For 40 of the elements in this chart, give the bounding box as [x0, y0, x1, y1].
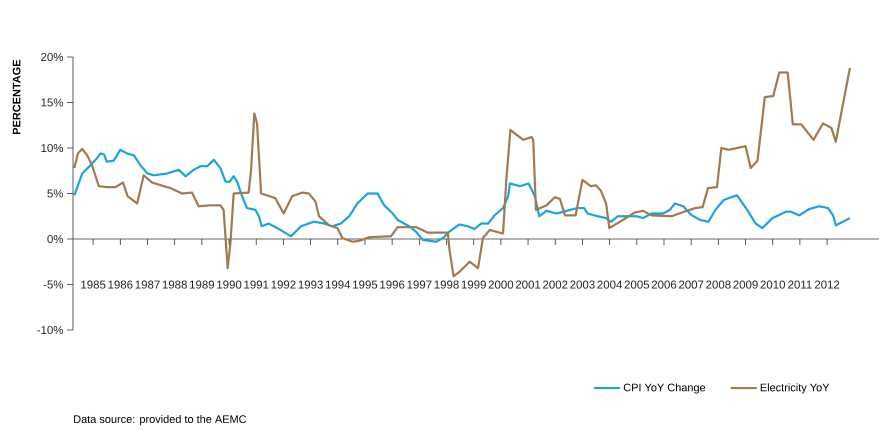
- x-tick-label: 2007: [679, 280, 704, 289]
- x-tick-label: 2012: [814, 280, 840, 289]
- y-tick-label: -10%: [37, 326, 64, 334]
- x-tick-label: 2003: [570, 280, 595, 289]
- x-tick-label: 2010: [760, 280, 786, 289]
- x-tick-label: 1992: [272, 280, 296, 289]
- x-tick-label: 1996: [380, 280, 404, 289]
- y-tick-label: 5%: [47, 189, 64, 198]
- y-tick-label: 0%: [47, 234, 64, 244]
- y-tick-label: 15%: [41, 98, 64, 107]
- x-tick-label: 1985: [81, 280, 106, 289]
- x-tick-label: 1989: [190, 280, 214, 289]
- x-tick-label: 2008: [706, 280, 731, 289]
- x-tick-label: 1994: [326, 280, 350, 289]
- x-tick-label: 2004: [597, 280, 622, 289]
- x-tick-label: 2002: [543, 280, 568, 289]
- y-axis-title: PERCENTAGE: [12, 60, 20, 134]
- x-tick-label: 1987: [136, 280, 160, 289]
- x-tick-label: 1997: [407, 280, 432, 289]
- x-tick-label: 2000: [488, 280, 514, 289]
- x-tick-label: 2011: [788, 280, 812, 289]
- y-tick-label: 20%: [41, 52, 64, 62]
- x-tick-label: 1998: [434, 280, 459, 289]
- x-tick-label: 1993: [298, 280, 323, 289]
- y-tick-label: 10%: [41, 144, 64, 152]
- x-tick-label: 1988: [162, 280, 187, 289]
- line-series: [73, 66, 852, 278]
- x-tick-label: 2001: [516, 280, 540, 289]
- x-tick-label: 2006: [652, 280, 676, 289]
- legend-label: Electricity YoY: [760, 383, 830, 394]
- x-tick-label: 2009: [733, 280, 758, 289]
- x-tick-label: 1995: [353, 280, 378, 289]
- legend-label: CPI YoY Change: [624, 383, 706, 394]
- x-tick-label: 1999: [462, 280, 486, 289]
- x-tick-label: 1990: [217, 280, 242, 289]
- y-tick-label: -5%: [44, 280, 64, 289]
- x-tick-label: 1991: [244, 280, 268, 289]
- source-note: Data source: provided to the AEMC: [74, 414, 246, 426]
- x-tick-label: 2005: [624, 280, 650, 289]
- x-tick-label: 1986: [108, 280, 133, 289]
